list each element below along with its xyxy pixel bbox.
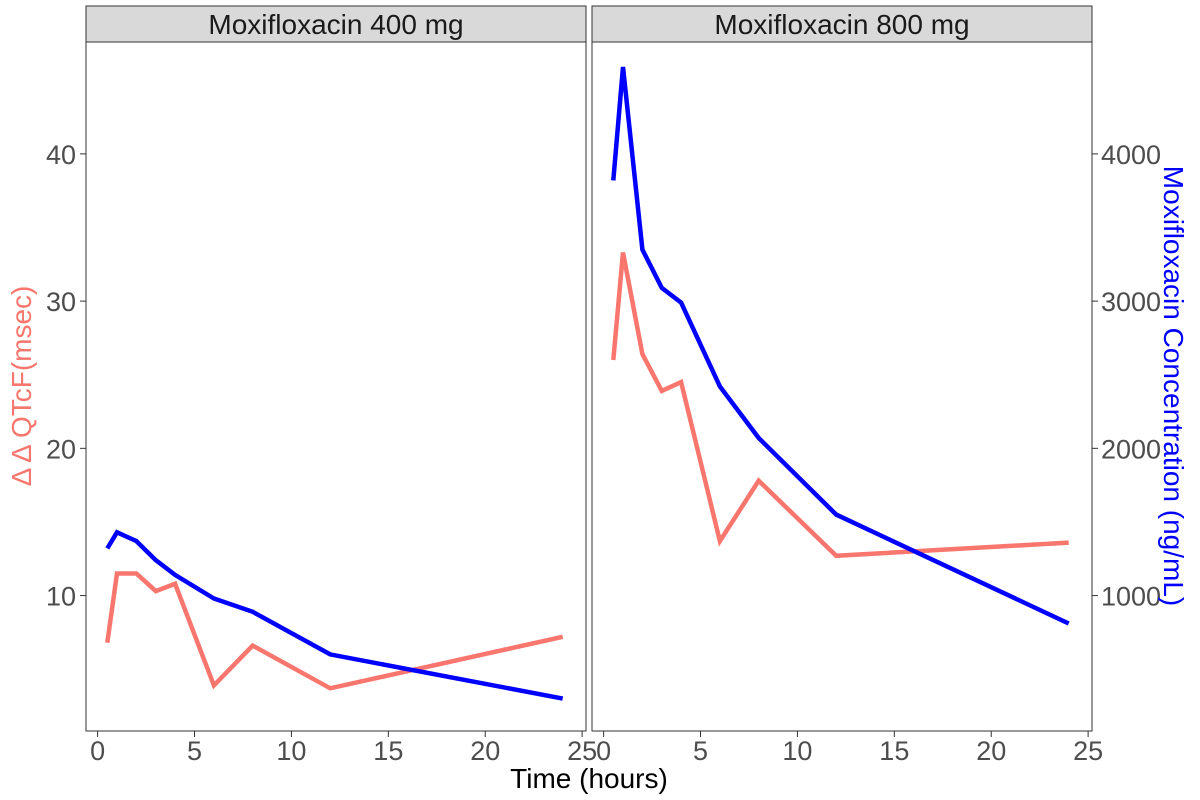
panel-title-2: Moxifloxacin 800 mg	[714, 9, 969, 40]
x-tick-label: 5	[693, 736, 708, 766]
y-axis-left-title: Δ Δ QTcF(msec)	[6, 286, 37, 487]
series-line-concentration-panel-2	[611, 66, 1070, 626]
x-tick-label: 20	[470, 736, 500, 766]
x-tick-label: 15	[373, 736, 403, 766]
y-left-tick-label: 20	[46, 434, 76, 464]
panel-background	[86, 42, 586, 731]
x-tick-label: 20	[976, 736, 1006, 766]
y-right-tick-label: 1000	[1101, 582, 1161, 612]
panel-strip-1	[85, 5, 587, 43]
x-tick-label: 0	[596, 736, 611, 766]
series-line-concentration-panel-1	[105, 529, 564, 701]
x-tick-label: 25	[567, 736, 597, 766]
panel-border-2	[591, 41, 1093, 732]
series-layer	[105, 66, 1070, 701]
x-tick-label: 25	[1073, 736, 1103, 766]
y-right-tick-label: 4000	[1101, 140, 1161, 170]
x-tick-label: 15	[879, 736, 909, 766]
y-left-tick-label: 30	[46, 287, 76, 317]
axis-layer: 0 5 10 15 20 250 5 10 15 20 2510203040100020003000…	[46, 140, 1161, 766]
panel-title-1: Moxifloxacin 400 mg	[208, 9, 463, 40]
y-left-tick-label: 40	[46, 140, 76, 170]
y-right-tick-label: 2000	[1101, 434, 1161, 464]
panel-frames: Moxifloxacin 400 mg Moxifloxacin 800 mg	[85, 5, 1093, 732]
panel-border-1	[85, 41, 587, 732]
x-axis-title: Time (hours)	[510, 763, 668, 794]
series-line-qtcf-panel-2	[611, 252, 1069, 559]
x-tick-label: 10	[276, 736, 306, 766]
series-line-qtcf-panel-1	[105, 571, 564, 691]
x-tick-label: 10	[782, 736, 812, 766]
panel-strip-2	[591, 5, 1093, 43]
y-left-tick-label: 10	[46, 582, 76, 612]
y-axis-right-title: Moxifloxacin Concentration (ng/mL)	[1158, 166, 1189, 606]
x-tick-label: 0	[90, 736, 105, 766]
y-right-tick-label: 3000	[1101, 287, 1161, 317]
x-tick-label: 5	[187, 736, 202, 766]
